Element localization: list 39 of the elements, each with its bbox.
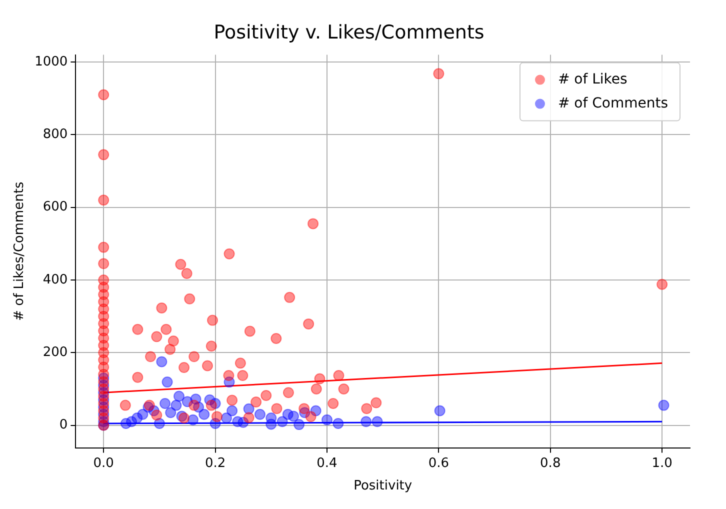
point bbox=[434, 405, 446, 416]
point bbox=[321, 414, 332, 426]
point bbox=[658, 400, 670, 411]
x-tick-label: 0.2 bbox=[204, 456, 226, 471]
x-tick-label: 0.4 bbox=[316, 456, 338, 471]
x-axis-title: Positivity bbox=[354, 478, 412, 494]
y-tick-label: 400 bbox=[42, 272, 68, 288]
point bbox=[226, 405, 238, 416]
point bbox=[294, 419, 305, 430]
y-tick-label: 600 bbox=[42, 200, 68, 215]
x-tick-label: 0.8 bbox=[540, 456, 561, 471]
legend-label: # of Likes bbox=[558, 71, 628, 88]
point bbox=[154, 418, 165, 429]
x-tick-label: 1.0 bbox=[652, 456, 672, 471]
legend-label: # of Comments bbox=[558, 95, 668, 112]
point bbox=[187, 414, 198, 426]
y-axis-title: # of Likes/Comments bbox=[12, 181, 28, 321]
y-tick-label: 200 bbox=[42, 345, 68, 360]
point bbox=[156, 356, 168, 368]
point bbox=[282, 408, 294, 420]
y-tick-label: 1000 bbox=[34, 54, 68, 70]
point bbox=[165, 407, 176, 418]
point bbox=[174, 390, 184, 402]
chart-title: Positivity v. Likes/Comments bbox=[214, 21, 484, 44]
point bbox=[160, 398, 171, 409]
y-tick-label: 0 bbox=[59, 418, 68, 433]
point bbox=[132, 412, 143, 424]
x-tick-label: 0.0 bbox=[93, 456, 114, 471]
point bbox=[120, 418, 132, 429]
point bbox=[332, 418, 344, 429]
point bbox=[372, 416, 383, 428]
point bbox=[266, 418, 277, 430]
point bbox=[276, 416, 288, 428]
point bbox=[254, 408, 266, 420]
y-tick-label: 800 bbox=[42, 127, 68, 142]
point bbox=[198, 408, 210, 420]
point bbox=[162, 376, 173, 388]
x-tick-label: 0.6 bbox=[428, 456, 450, 471]
point bbox=[360, 416, 372, 428]
